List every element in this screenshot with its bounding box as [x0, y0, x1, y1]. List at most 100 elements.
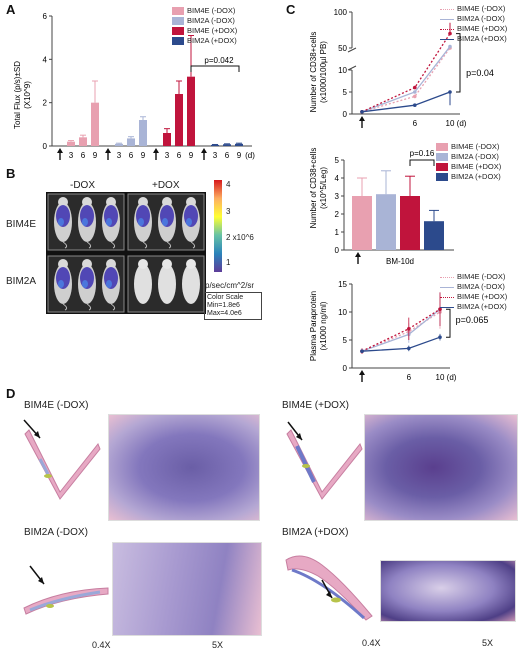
- mouse-tail: [86, 303, 92, 311]
- histology-high-bim2a-plus: [380, 560, 516, 622]
- chart-c3-ylabel-1: Plasma Paraprotein: [309, 291, 318, 361]
- chart-c3-ytick-label: 5: [343, 336, 348, 345]
- chart-a-bar: [115, 143, 123, 146]
- histology-low-bim4e-minus: [23, 419, 101, 500]
- signal-cyan: [58, 218, 64, 226]
- legend-swatch: [172, 17, 184, 25]
- legend-item: BIM2A (-DOX): [172, 16, 237, 26]
- legend-item: BIM4E (-DOX): [436, 142, 501, 152]
- legend-swatch: [440, 18, 454, 20]
- chart-c1-point: [413, 90, 417, 94]
- imaging-box-bim4e-minus: [47, 193, 125, 251]
- mouse-head: [162, 259, 172, 269]
- chart-c1-legend: BIM4E (-DOX) BIM2A (-DOX) BIM4E (+DOX) BIM2…: [440, 4, 507, 44]
- mag-low-right: 0.4X: [362, 638, 381, 648]
- chart-a-xtick-label: 6: [225, 151, 230, 160]
- chart-c3-pvalue: p=0.065: [456, 315, 489, 325]
- mouse-head: [138, 259, 148, 269]
- mouse-body: [158, 264, 176, 304]
- chart-c2-bar: [400, 196, 420, 250]
- chart-a-bar: [91, 102, 99, 146]
- chart-a-pvalue-bracket: [190, 65, 240, 72]
- legend-label: BIM4E (-DOX): [451, 142, 500, 151]
- chart-c1-ylabel-1: Number of CD38+cells: [309, 32, 318, 113]
- b-col-minus: -DOX: [70, 180, 95, 191]
- color-scale-max: Max=4.0e6: [207, 310, 242, 317]
- scale-tick-4: 4: [226, 180, 231, 189]
- b-row-bim4e: BIM4E: [6, 219, 37, 230]
- signal-cyan: [162, 218, 168, 226]
- legend-label: BIM2A (+DOX): [457, 302, 507, 311]
- chart-a-arrow-head: [105, 148, 111, 153]
- color-scale-bar: [214, 180, 222, 272]
- mouse-head: [138, 197, 148, 207]
- chart-c1-arrow-head: [359, 116, 365, 121]
- chart-a-day-unit: (d): [245, 151, 255, 160]
- mouse-head: [82, 197, 92, 207]
- mouse-head: [106, 197, 116, 207]
- histology-low-bim2a-plus: [285, 555, 373, 621]
- legend-label: BIM4E (-DOX): [457, 272, 506, 281]
- mouse-head: [58, 197, 68, 207]
- mag-high-left: 5X: [212, 640, 224, 650]
- chart-c3-xtick-label: 6: [407, 373, 412, 382]
- chart-c3-legend: BIM4E (-DOX) BIM2A (-DOX) BIM4E (+DOX) BIM2…: [440, 272, 507, 312]
- chart-a-ytick-label: 0: [43, 142, 48, 151]
- chart-a-xtick-label: 9: [237, 151, 242, 160]
- legend-swatch: [440, 296, 454, 298]
- legend-label: BIM4E (+DOX): [187, 26, 238, 35]
- chart-c1: Number of CD38+cells (x1000/100µl PB) 0 5…: [309, 8, 494, 128]
- legend-swatch: [436, 143, 448, 151]
- mouse-tail: [86, 241, 92, 249]
- legend-swatch: [172, 37, 184, 45]
- chart-a-arrow-head: [201, 148, 207, 153]
- mouse-head: [162, 197, 172, 207]
- legend-swatch: [440, 38, 454, 40]
- color-scale-min: Min=1.8e6: [207, 302, 240, 309]
- legend-label: BIM4E (+DOX): [451, 162, 502, 171]
- mouse-tail: [110, 303, 116, 311]
- chart-c3: Plasma Paraprotein (x1000 ng/ml) 0 5 10 15 6…: [309, 280, 489, 382]
- legend-swatch: [440, 276, 454, 278]
- bioluminescence-images: [46, 192, 206, 314]
- chart-c1-axis-break: [347, 65, 357, 71]
- chart-c2-ytick-label: 1: [335, 228, 340, 237]
- chart-a-ytick-label: 2: [43, 99, 48, 108]
- signal-cyan: [82, 218, 88, 226]
- chart-a-bar: [175, 94, 183, 146]
- signal-cyan: [186, 218, 192, 226]
- legend-item: BIM4E (+DOX): [440, 292, 507, 302]
- chart-c3-pvalue-bracket: [446, 308, 451, 338]
- panel-label-b: B: [6, 166, 16, 181]
- histology-high-bim2a-minus: [112, 542, 262, 636]
- chart-c3-ytick-label: 15: [338, 280, 347, 289]
- chart-c2-xlabel: BM-10d: [386, 257, 414, 266]
- mouse-head: [186, 259, 196, 269]
- legend-swatch: [440, 8, 454, 10]
- chart-c1-pvalue-bracket: [456, 33, 461, 93]
- d-title-tr: BIM4E (+DOX): [282, 400, 349, 411]
- legend-item: BIM2A (-DOX): [440, 282, 507, 292]
- chart-c3-ylabel-2: (x1000 ng/ml): [319, 301, 328, 350]
- chart-a-bar: [79, 137, 87, 146]
- chart-c2-arrow-head: [355, 252, 361, 257]
- chart-c3-line: [361, 308, 441, 352]
- chart-a-xtick-label: 3: [117, 151, 122, 160]
- chart-a-ylabel-2: (X10^9): [23, 81, 32, 109]
- legend-swatch: [436, 173, 448, 181]
- chart-a-ytick-label: 6: [43, 12, 48, 21]
- legend-item: BIM4E (+DOX): [436, 162, 501, 172]
- mouse-tail: [62, 303, 68, 311]
- chart-a-ylabel-1: Total Flux (p/s)±SD: [13, 61, 22, 129]
- chart-c3-ytick-label: 10: [338, 308, 347, 317]
- legend-item: BIM2A (+DOX): [172, 36, 237, 46]
- color-scale-title: Color Scale: [207, 294, 244, 301]
- chart-c2-ytick-label: 2: [335, 210, 340, 219]
- histology-low-bim4e-plus: [286, 421, 363, 500]
- panel-label-c: C: [286, 2, 296, 17]
- chart-c2-ylabel-1: Number of CD38+cells: [309, 148, 318, 229]
- legend-swatch: [436, 163, 448, 171]
- legend-label: BIM4E (-DOX): [457, 4, 506, 13]
- chart-a-bar: [67, 141, 75, 146]
- chart-c2-ylabel-2: (x10^5/Leg): [319, 167, 328, 209]
